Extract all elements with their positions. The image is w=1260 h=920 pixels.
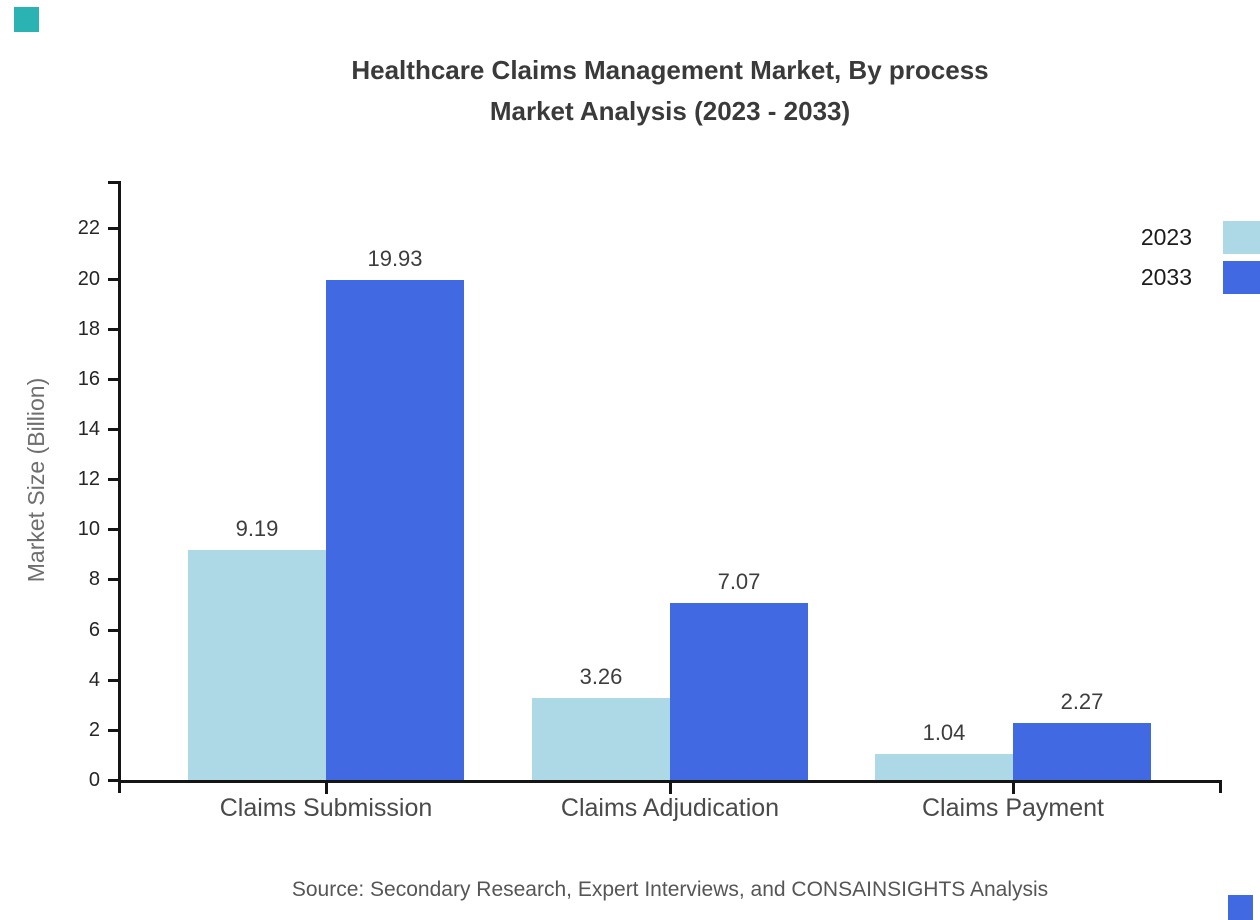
y-axis-tick-label: 4 xyxy=(88,668,100,691)
bottom-right-brand-square xyxy=(1228,895,1253,920)
y-axis-tick-label: 0 xyxy=(88,769,100,791)
y-axis-tick xyxy=(108,277,118,281)
y-axis-tick xyxy=(108,327,118,331)
top-left-brand-square xyxy=(14,7,39,32)
legend-swatch-2023 xyxy=(1223,221,1260,254)
x-axis-category-label: Claims Payment xyxy=(922,794,1104,822)
bar-2033-claims-payment xyxy=(1013,723,1151,780)
source-note: Source: Secondary Research, Expert Inter… xyxy=(291,878,1049,901)
y-axis-tick xyxy=(108,528,118,532)
x-axis-category-label: Claims Submission xyxy=(219,794,433,822)
bar-value-label: 9.19 xyxy=(235,516,279,541)
chart-title-line-2: Market Analysis (2023 - 2033) xyxy=(489,96,851,126)
y-axis-tick-label: 6 xyxy=(88,618,100,641)
bar-2033-claims-adjudication xyxy=(670,603,808,780)
bar-value-label: 7.07 xyxy=(717,569,761,594)
legend-label-2033: 2033 xyxy=(1140,264,1192,290)
y-axis-tick xyxy=(108,428,118,432)
y-axis-tick xyxy=(108,578,118,582)
y-axis-tick xyxy=(108,227,118,231)
y-axis-tick-label: 10 xyxy=(77,518,100,541)
y-axis-tick xyxy=(108,678,118,682)
y-axis-tick-label: 20 xyxy=(77,267,100,290)
bar-value-label: 3.26 xyxy=(579,664,623,689)
x-axis-tick xyxy=(325,783,328,794)
y-axis-tick xyxy=(108,628,118,632)
y-axis-tick-label: 12 xyxy=(77,468,100,491)
bar-2023-claims-payment xyxy=(875,754,1013,780)
legend-swatch-2033 xyxy=(1223,261,1260,294)
bar-value-label: 19.93 xyxy=(367,246,423,271)
x-axis-category-label: Claims Adjudication xyxy=(560,794,780,822)
y-axis-tick xyxy=(108,478,118,482)
y-axis-tick-label: 2 xyxy=(88,718,100,741)
x-axis-tick xyxy=(1012,783,1015,794)
y-axis-tick-label: 22 xyxy=(77,217,100,240)
y-axis-tick-label: 18 xyxy=(77,317,100,340)
chart-title-line-1: Healthcare Claims Management Market, By … xyxy=(351,55,989,85)
chart-title: Healthcare Claims Management Market, By … xyxy=(80,50,1260,132)
x-axis-right-end-tick xyxy=(1219,780,1222,793)
bar-2023-claims-adjudication xyxy=(532,698,670,780)
x-axis-line xyxy=(118,780,1222,783)
y-axis-line xyxy=(118,181,121,793)
y-axis-top-end-tick xyxy=(108,181,121,184)
y-axis-tick xyxy=(108,779,118,782)
y-axis-tick xyxy=(108,377,118,381)
x-axis-tick xyxy=(669,783,672,794)
y-axis-tick-label: 16 xyxy=(77,367,100,390)
y-axis-tick-label: 14 xyxy=(77,418,100,441)
y-axis-tick-label: 8 xyxy=(88,568,100,591)
bar-value-label: 1.04 xyxy=(922,720,966,745)
bar-2033-claims-submission xyxy=(326,280,464,780)
legend-label-2023: 2023 xyxy=(1140,224,1192,250)
bar-value-label: 2.27 xyxy=(1060,689,1104,714)
bar-2023-claims-submission xyxy=(188,550,326,780)
y-axis-tick xyxy=(108,728,118,732)
